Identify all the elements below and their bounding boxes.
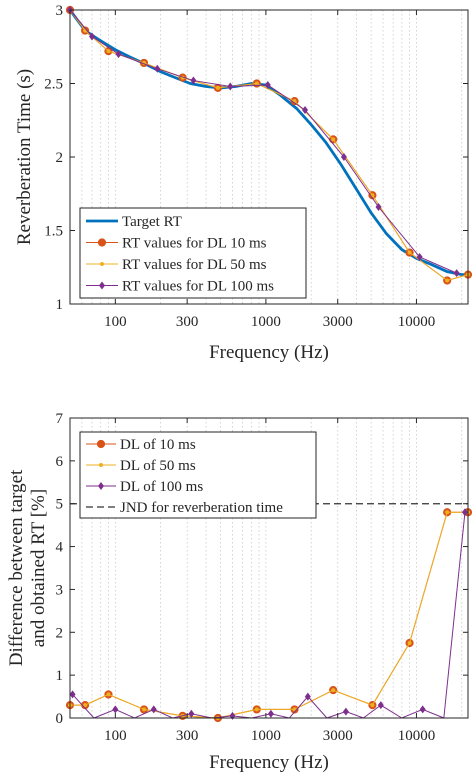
rt-series-point (89, 32, 96, 41)
diff-series-group (65, 508, 473, 723)
rt-series-point (227, 82, 234, 91)
diff-series-point (419, 705, 426, 714)
rt-xtick-label: 3000 (323, 314, 353, 330)
rt-xtick-label: 10000 (398, 314, 436, 330)
diff-series-point (83, 703, 88, 708)
diff-series-point (188, 709, 195, 718)
diff-legend: DL of 10 ms DL of 50 ms DL of 100 ms JND fo… (79, 431, 317, 519)
rt-legend-label: RT values for DL 50 ms (122, 257, 267, 273)
rt-series-line (69, 9, 457, 274)
rt-legend-marker (100, 262, 104, 266)
diff-legend-marker (98, 482, 104, 490)
diff-series-point (106, 692, 111, 697)
rt-legend-label: RT values for DL 10 ms (122, 236, 267, 252)
rt-series-point (331, 137, 336, 142)
diff-ticks: 100 300 1000 3000 10000 0 1 2 3 4 5 6 7 (56, 411, 468, 744)
diff-series-point (254, 707, 259, 712)
diff-ylabel-line-2: and obtained RT [%] (28, 489, 49, 647)
diff-series-point (150, 705, 157, 714)
rt-legend-label: RT values for DL 100 ms (122, 279, 274, 295)
diff-series-point (304, 692, 311, 701)
rt-series-point (115, 50, 122, 59)
diff-xlabel: Frequency (Hz) (209, 752, 329, 773)
diff-ytick-label: 1 (56, 668, 64, 684)
diff-series-point (445, 510, 450, 515)
diff-xtick-label: 3000 (323, 728, 353, 744)
diff-legend-marker (99, 463, 103, 467)
rt-series-point (154, 64, 161, 73)
rt-legend-marker (99, 281, 105, 290)
diff-series-point (141, 707, 146, 712)
diff-xtick-label: 1000 (251, 728, 281, 744)
rt-xlabel: Frequency (Hz) (209, 342, 329, 363)
rt-xtick-label: 100 (104, 314, 127, 330)
rt-series-point (254, 81, 259, 86)
rt-series-point (190, 76, 197, 85)
diff-series-point (461, 508, 468, 517)
rt-ytick-label: 3 (56, 3, 64, 19)
diff-xtick-label: 300 (176, 728, 199, 744)
rt-ytick-label: 1 (56, 297, 64, 313)
diff-xtick-label: 10000 (398, 728, 436, 744)
rt-series-point (340, 153, 347, 161)
diff-ytick-label: 3 (56, 582, 64, 598)
rt-ylabel: Reverberation Time (s) (14, 69, 35, 245)
rt-series-point (445, 278, 450, 283)
rt-legend: Target RT RT values for DL 10 ms RT values… (79, 207, 307, 299)
rt-legend-label: Target RT (122, 214, 182, 230)
diff-series-point (112, 705, 119, 714)
diff-ytick-label: 5 (56, 497, 64, 513)
diff-legend-label: DL of 10 ms (120, 437, 196, 453)
diff-legend-marker (96, 439, 106, 449)
rt-series-point (416, 252, 423, 261)
diff-legend-label: DL of 50 ms (120, 458, 196, 474)
rt-series-point (453, 269, 460, 278)
rt-legend-marker (97, 238, 107, 247)
diff-ytick-label: 0 (56, 711, 64, 727)
rt-series-group (65, 5, 473, 285)
rt-ytick-label: 2 (56, 150, 64, 166)
rt-series-point (106, 49, 111, 54)
diff-ytick-label: 7 (56, 411, 64, 427)
diff-xtick-label: 100 (104, 728, 127, 744)
rt-legend-box (79, 207, 307, 299)
rt-series-point (264, 80, 271, 89)
diff-legend-label: DL of 100 ms (120, 479, 203, 495)
rt-series-point (215, 85, 220, 90)
diff-ytick-label: 6 (56, 454, 64, 470)
rt-series-point (375, 202, 382, 211)
diff-series-point (69, 690, 76, 699)
diff-legend-box (79, 431, 317, 519)
diff-legend-label: JND for reverberation time (120, 500, 283, 516)
diff-series-point (377, 701, 384, 710)
rt-xtick-label: 1000 (251, 314, 281, 330)
rt-ytick-label: 2.5 (44, 77, 63, 93)
diff-ylabel-line-1: Difference between target (6, 469, 27, 666)
rt-ticks: 100 300 1000 3000 10000 1 1.5 2 2.5 3 (44, 3, 468, 330)
rt-ytick-label: 1.5 (44, 224, 63, 240)
rt-xtick-label: 300 (176, 314, 199, 330)
diff-series-point (331, 688, 336, 693)
diff-axes-box (69, 417, 469, 719)
rt-series-point (407, 250, 412, 255)
rt-series-point (302, 105, 309, 114)
diff-series-point (342, 707, 349, 716)
diff-series-point (370, 703, 375, 708)
diff-series-point (267, 709, 274, 718)
diff-series-point (407, 641, 412, 645)
rt-chart: 100 300 1000 3000 10000 1 1.5 2 2.5 3 Reverberati… (14, 3, 473, 363)
diff-ytick-label: 2 (56, 625, 64, 641)
diff-ytick-label: 4 (56, 540, 64, 556)
diff-chart: 100 300 1000 3000 10000 0 1 2 3 4 5 6 7 Difference b… (6, 411, 473, 773)
